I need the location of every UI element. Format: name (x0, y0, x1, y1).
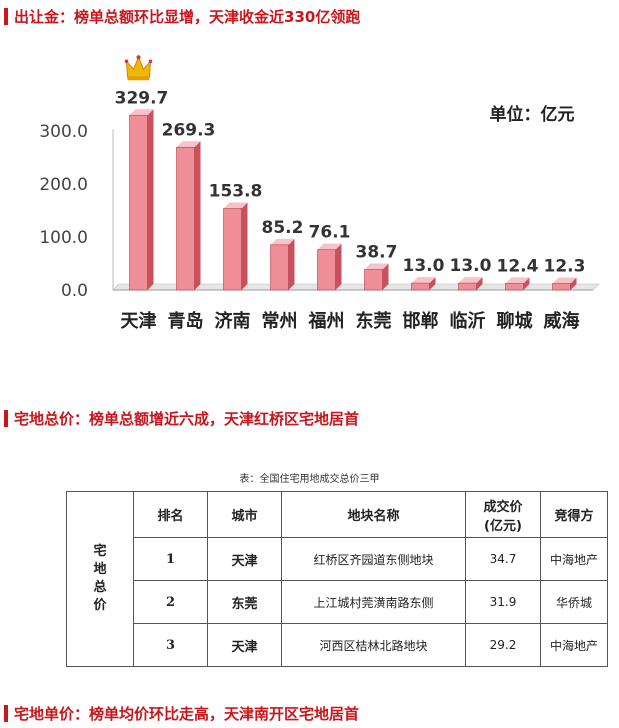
bar-value-label: 269.3 (162, 120, 216, 140)
bar-side (570, 277, 577, 290)
table-row: 1 天津 红桥区齐园道东侧地块 34.7 中海地产 (67, 537, 608, 581)
bar-side (335, 243, 342, 290)
parcel-cell: 上江城村莞潢南路东侧 (281, 580, 466, 624)
bar-value-label: 12.3 (544, 256, 586, 276)
bar-top (411, 277, 436, 284)
table-row: 3 天津 河西区桔林北路地块 29.2 中海地产 (67, 623, 608, 667)
bar-top (505, 277, 530, 284)
bar-top (129, 109, 154, 116)
bar-side (523, 277, 530, 290)
x-category-label: 邯郸 (403, 310, 439, 332)
bar-side (194, 141, 201, 290)
table-header-row: 宅 地 总 价 排名 城市 地块名称 成交价 (亿元) 竞得方 (66, 491, 608, 667)
section-marker (4, 409, 8, 427)
section-title: 宅地总价：榜单总额增近六成，天津红桥区宅地居首 (14, 409, 360, 428)
table-caption: 表：全国住宅用地成交总价三甲 (239, 474, 380, 485)
bar-value-label: 38.7 (356, 242, 398, 262)
x-category-label: 常州 (262, 310, 298, 332)
bar-side (147, 109, 154, 290)
section-title: 出让金：榜单总额环比显增，天津收金近330亿领跑 (14, 7, 361, 26)
price-cell: 31.9 (465, 580, 541, 624)
header-price: 成交价 (亿元) (465, 491, 541, 538)
y-tick-label: 300.0 (39, 122, 88, 142)
section-title: 宅地单价：榜单均价环比走高，天津南开区宅地居首 (14, 704, 360, 723)
bar-top (364, 263, 389, 270)
bar-side (288, 238, 295, 290)
bar-top (458, 277, 483, 284)
city-cell: 东莞 (207, 580, 282, 624)
y-tick-label: 0.0 (61, 281, 88, 301)
section-header-residential-total: 宅地总价：榜单总额增近六成，天津红桥区宅地居首 (4, 407, 359, 429)
bar-top (317, 243, 342, 250)
y-tick-label: 200.0 (39, 175, 88, 195)
bar (364, 269, 383, 291)
buyer-cell: 华侨城 (540, 580, 608, 624)
bar (552, 283, 571, 291)
bar-value-label: 76.1 (309, 223, 351, 243)
section-header-land-revenue: 出让金：榜单总额环比显增，天津收金近330亿领跑 (4, 5, 360, 27)
bar-top (176, 141, 201, 148)
bar (505, 283, 524, 291)
buyer-cell: 中海地产 (540, 623, 608, 667)
bar-value-label: 13.0 (403, 256, 445, 276)
bar-top (270, 238, 295, 245)
bar-value-label: 13.0 (450, 256, 492, 276)
x-category-label: 济南 (215, 310, 251, 332)
bar (223, 208, 242, 291)
x-category-label: 青岛 (168, 310, 204, 332)
x-category-label: 东莞 (356, 310, 392, 332)
y-tick-label: 100.0 (39, 228, 88, 248)
rank-cell: 3 (133, 623, 208, 667)
x-category-label: 天津 (121, 310, 157, 332)
bar (411, 282, 430, 291)
header-buyer: 竞得方 (540, 491, 608, 538)
x-category-label: 福州 (308, 310, 345, 332)
section-marker (4, 7, 8, 25)
section-marker (4, 704, 8, 722)
crown-icon (124, 55, 153, 81)
rank-cell: 2 (133, 580, 208, 624)
x-category-label: 临沂 (450, 310, 486, 332)
bar-top (552, 277, 577, 284)
buyer-cell: 中海地产 (540, 537, 608, 581)
header-rank: 排名 (133, 491, 208, 538)
price-cell: 34.7 (465, 537, 541, 581)
row-header-label: 宅 地 总 价 (66, 491, 134, 667)
bar-value-label: 329.7 (115, 88, 169, 108)
x-category-label: 威海 (544, 310, 580, 332)
bar-value-label: 12.4 (497, 256, 539, 276)
bar (458, 282, 477, 291)
x-category-label: 聊城 (497, 310, 533, 332)
parcel-cell: 红桥区齐园道东侧地块 (281, 537, 466, 581)
bar-side (476, 277, 483, 290)
bar (317, 249, 336, 291)
bar-value-label: 153.8 (209, 181, 263, 201)
header-parcel: 地块名称 (281, 491, 466, 538)
bar-side (241, 202, 248, 290)
bar (129, 114, 148, 291)
city-cell: 天津 (207, 537, 282, 581)
bar-top (223, 202, 248, 209)
bar (270, 244, 289, 291)
table-row: 2 东莞 上江城村莞潢南路东侧 31.9 华侨城 (67, 580, 608, 624)
bar (176, 146, 195, 291)
residential-land-table: 宅 地 总 价 排名 城市 地块名称 成交价 (亿元) 竞得方 1 天津 红桥区… (66, 491, 608, 667)
parcel-cell: 河西区桔林北路地块 (281, 623, 466, 667)
unit-label: 单位：亿元 (490, 104, 575, 125)
bar-side (429, 277, 436, 290)
bar-side (382, 263, 389, 290)
section-header-residential-unit-price: 宅地单价：榜单均价环比走高，天津南开区宅地居首 (4, 702, 359, 724)
bar-value-label: 85.2 (262, 218, 304, 238)
header-city: 城市 (207, 491, 282, 538)
city-cell: 天津 (207, 623, 282, 667)
rank-cell: 1 (133, 537, 208, 581)
price-cell: 29.2 (465, 623, 541, 667)
land-revenue-bar-chart: 0.0 100.0 200.0 300.0 329.7 天津 269.3 青岛 153.8 济南 8… (39, 55, 600, 332)
